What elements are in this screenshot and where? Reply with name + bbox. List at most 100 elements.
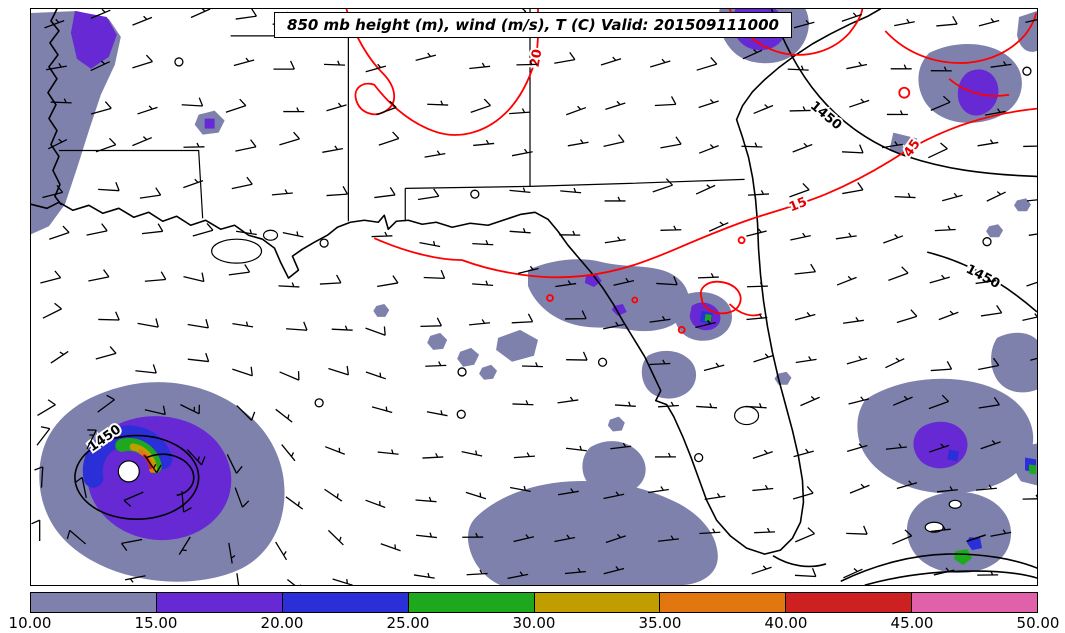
wind-barb <box>1025 19 1037 23</box>
wind-barb <box>416 532 437 539</box>
wind-barb <box>986 191 1006 202</box>
wind-barb <box>144 405 166 416</box>
wind-barb <box>600 56 622 66</box>
wind-barb <box>90 9 111 19</box>
wind-barb <box>933 567 955 576</box>
wind-barb <box>181 491 192 513</box>
wind-barb <box>698 98 719 109</box>
wind-barb <box>50 98 72 104</box>
wind-barb <box>652 178 673 193</box>
wind-barb <box>790 232 811 241</box>
wind-barb <box>192 223 214 237</box>
wind-barbs <box>31 9 1037 585</box>
wind-barb <box>419 240 441 248</box>
wind-barb <box>472 280 494 286</box>
state-borders <box>58 9 745 222</box>
wind-barb <box>36 426 51 446</box>
wind-barb <box>1026 281 1037 287</box>
wind-barb <box>649 315 671 323</box>
wind-barb <box>286 321 308 331</box>
wind-barb <box>513 452 535 459</box>
height-contours <box>74 9 1037 521</box>
wind-barb <box>567 139 589 147</box>
wind-barb <box>86 429 97 450</box>
wind-barb <box>605 100 626 110</box>
wind-barb <box>894 18 915 27</box>
calm-wind-circle <box>694 453 704 463</box>
wind-barb <box>413 572 435 579</box>
wind-barb <box>975 277 997 285</box>
wind-barb <box>190 9 211 19</box>
colorbar-tick: 50.00 <box>1016 614 1060 632</box>
wind-barb <box>792 142 813 153</box>
wind-barb <box>511 148 533 157</box>
wind-barb <box>1028 233 1037 236</box>
wind-barb <box>135 364 157 374</box>
map-canvas: 20 15 45 1450 1450 1450 <box>31 9 1037 585</box>
wind-barb <box>279 131 300 146</box>
wind-barb <box>794 312 816 321</box>
wind-barb <box>975 484 997 491</box>
wind-barb <box>792 486 814 500</box>
wind-barb <box>930 360 953 372</box>
wind-barb <box>423 269 446 280</box>
wind-barb <box>42 302 62 319</box>
wind-barb <box>648 486 669 494</box>
wind-barb <box>90 60 111 72</box>
wind-barb <box>938 310 959 321</box>
wind-barb <box>886 110 908 116</box>
calm-wind-circle <box>982 237 992 247</box>
wind-barb <box>1030 357 1037 361</box>
wind-barb <box>326 102 347 112</box>
wind-barb <box>324 446 346 455</box>
colorbar-segment-1 <box>156 593 283 612</box>
wind-barb <box>936 486 958 493</box>
wind-barb <box>978 396 1000 409</box>
wind-barb <box>566 105 587 116</box>
wind-barb <box>896 309 918 324</box>
wind-barb <box>1022 494 1037 500</box>
wind-barb <box>560 187 582 194</box>
wind-barb <box>225 98 247 113</box>
cyclone-height-contour <box>74 434 200 521</box>
wind-barb <box>470 98 491 113</box>
wind-barb <box>604 196 626 202</box>
wind-barb <box>846 443 868 452</box>
calm-wind-circle <box>470 189 480 199</box>
wind-barb <box>275 408 293 423</box>
wind-barb <box>90 101 112 115</box>
wind-barb <box>660 225 682 231</box>
wind-barb <box>566 351 588 361</box>
wind-barb <box>415 52 437 62</box>
wind-barb <box>656 276 678 286</box>
wind-barb <box>842 316 864 324</box>
wind-barb <box>365 326 386 336</box>
wind-barb <box>890 64 912 70</box>
wind-barb <box>883 234 904 244</box>
wind-barb <box>365 499 386 509</box>
wind-barb <box>279 371 300 381</box>
wind-barb <box>283 107 305 113</box>
wind-barb <box>181 97 204 107</box>
wind-barb <box>984 108 1006 116</box>
wind-barb <box>696 403 718 409</box>
wind-barb <box>281 444 296 462</box>
wind-barb <box>286 579 302 585</box>
wind-barb <box>235 9 257 20</box>
wind-barb <box>424 150 446 158</box>
wind-barb <box>841 12 862 22</box>
wind-barb <box>885 357 905 369</box>
wind-barb <box>746 228 767 237</box>
wind-barb <box>654 96 677 107</box>
wind-barb <box>509 108 531 115</box>
wind-barb <box>323 60 345 66</box>
wind-barb <box>649 58 671 68</box>
temp-contour-label-20: 20 <box>528 48 546 68</box>
colorbar-segment-3 <box>408 593 535 612</box>
wind-barb <box>374 187 396 199</box>
wind-barb <box>789 106 811 112</box>
wind-barb <box>228 264 251 276</box>
wind-barb <box>66 529 87 545</box>
wind-barb <box>704 492 726 501</box>
